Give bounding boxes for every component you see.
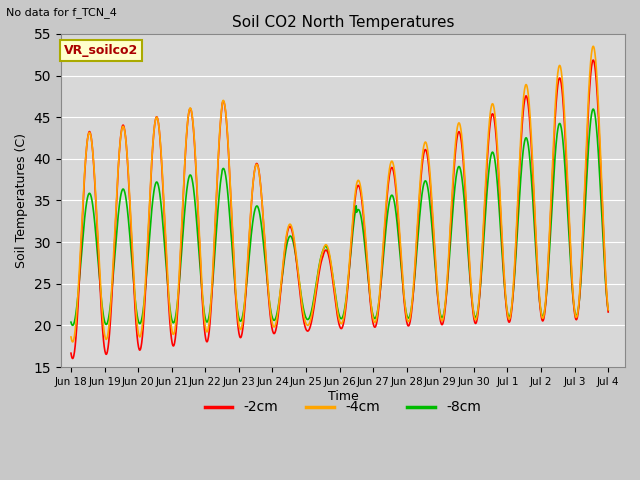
X-axis label: Time: Time xyxy=(328,389,358,403)
Title: Soil CO2 North Temperatures: Soil CO2 North Temperatures xyxy=(232,15,454,30)
Text: VR_soilco2: VR_soilco2 xyxy=(64,44,138,57)
Y-axis label: Soil Temperatures (C): Soil Temperatures (C) xyxy=(15,133,28,268)
Text: No data for f_TCN_4: No data for f_TCN_4 xyxy=(6,7,117,18)
Legend: -2cm, -4cm, -8cm: -2cm, -4cm, -8cm xyxy=(199,395,487,420)
